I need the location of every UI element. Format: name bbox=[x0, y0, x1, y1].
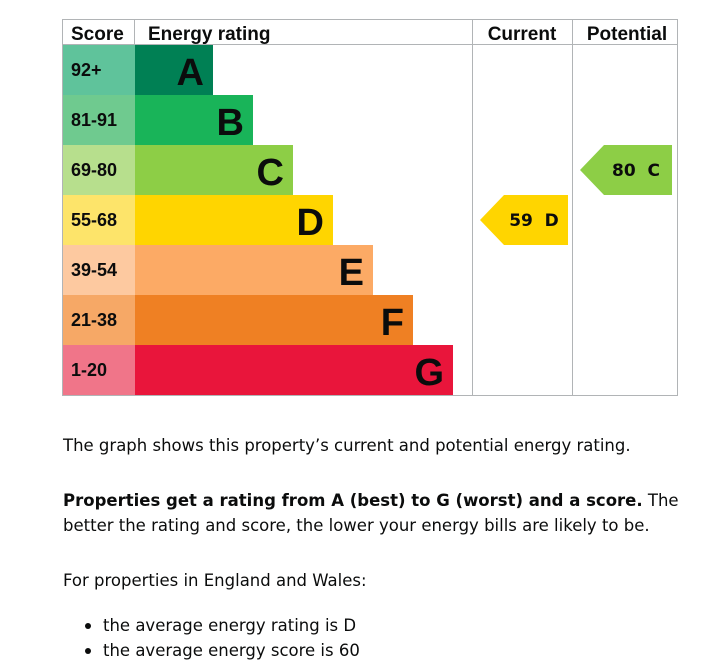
rating-bands: 92+ A 81-91 B 69-80 C 55-68 D 39-54 E 21-38 F 1-20 G bbox=[63, 45, 453, 395]
band-bar bbox=[135, 45, 213, 95]
header-current: Current bbox=[488, 24, 557, 45]
average-rating-item: the average energy rating is D bbox=[63, 613, 360, 638]
band-score-range: 81-91 bbox=[71, 110, 117, 130]
band-score-range: 69-80 bbox=[71, 160, 117, 180]
band-score-cell bbox=[63, 195, 135, 245]
rating-explanation-rest: The better the rating and score, the low… bbox=[63, 491, 679, 535]
band-bar bbox=[135, 195, 333, 245]
band-score-cell bbox=[63, 95, 135, 145]
band-d: 55-68 D bbox=[63, 195, 333, 245]
band-g: 1-20 G bbox=[63, 345, 453, 395]
band-letter: E bbox=[339, 252, 364, 294]
band-score-range: 55-68 bbox=[71, 210, 117, 230]
band-c: 69-80 C bbox=[63, 145, 293, 195]
band-score-cell bbox=[63, 245, 135, 295]
rating-markers: 59 D 80 C bbox=[480, 145, 672, 245]
energy-rating-chart: Score Energy rating Current Potential 92… bbox=[62, 19, 678, 396]
potential-rating-label: 80 C bbox=[612, 161, 660, 181]
band-bar bbox=[135, 145, 293, 195]
band-bar bbox=[135, 245, 373, 295]
potential-rating-arrow bbox=[580, 145, 672, 195]
band-e: 39-54 E bbox=[63, 245, 373, 295]
chart-frame bbox=[62, 19, 678, 396]
chart-grid bbox=[62, 19, 678, 396]
band-score-cell bbox=[63, 295, 135, 345]
rating-explanation-bold: Properties get a rating from A (best) to… bbox=[63, 491, 643, 510]
header-potential: Potential bbox=[587, 24, 667, 45]
current-rating-arrow bbox=[480, 195, 568, 245]
band-letter: D bbox=[297, 202, 324, 244]
band-score-cell bbox=[63, 145, 135, 195]
band-letter: B bbox=[217, 102, 244, 144]
header-energy-rating: Energy rating bbox=[148, 24, 270, 45]
band-bar bbox=[135, 295, 413, 345]
header-score: Score bbox=[71, 24, 124, 45]
band-score-range: 92+ bbox=[71, 60, 102, 80]
summary-text: The graph shows this property’s current … bbox=[63, 436, 631, 455]
band-f: 21-38 F bbox=[63, 295, 413, 345]
average-intro: For properties in England and Wales: bbox=[63, 571, 367, 590]
band-score-cell bbox=[63, 45, 135, 95]
band-score-cell bbox=[63, 345, 135, 395]
average-score-item: the average energy score is 60 bbox=[63, 638, 360, 663]
band-letter: A bbox=[177, 52, 204, 94]
average-list: the average energy rating is D the avera… bbox=[63, 613, 360, 663]
band-b: 81-91 B bbox=[63, 95, 253, 145]
band-bar bbox=[135, 95, 253, 145]
current-rating-label: 59 D bbox=[509, 211, 559, 231]
band-score-range: 39-54 bbox=[71, 260, 117, 280]
band-letter: F bbox=[381, 302, 404, 344]
band-bar bbox=[135, 345, 453, 395]
rating-explanation: Properties get a rating from A (best) to… bbox=[63, 488, 703, 538]
band-score-range: 1-20 bbox=[71, 360, 107, 380]
band-letter: C bbox=[257, 152, 284, 194]
band-score-range: 21-38 bbox=[71, 310, 117, 330]
band-a: 92+ A bbox=[63, 45, 213, 95]
band-letter: G bbox=[414, 352, 444, 394]
